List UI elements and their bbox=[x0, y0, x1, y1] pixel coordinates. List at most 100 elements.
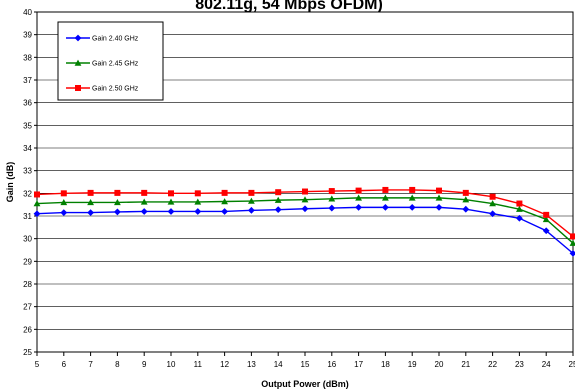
data-point bbox=[221, 189, 228, 196]
y-tick-label: 38 bbox=[23, 53, 32, 62]
data-point bbox=[516, 205, 523, 212]
data-point bbox=[274, 206, 282, 214]
data-point bbox=[542, 216, 550, 223]
x-tick-label: 13 bbox=[247, 360, 256, 369]
x-tick-label: 6 bbox=[62, 360, 67, 369]
x-tick-label: 24 bbox=[542, 360, 551, 369]
x-axis: 5 6 7 8 9 10 11 12 13 14 15 16 17 18 19 20 21 22 23 24 25 bbox=[35, 352, 575, 369]
data-point bbox=[382, 186, 389, 193]
data-point bbox=[516, 214, 523, 222]
legend-item: Gain 2.40 GHz bbox=[66, 34, 139, 43]
data-point bbox=[140, 198, 148, 205]
data-point bbox=[569, 250, 575, 257]
data-point bbox=[408, 203, 416, 211]
data-point bbox=[569, 239, 575, 246]
y-tick-label: 32 bbox=[23, 189, 32, 198]
y-tick-label: 26 bbox=[23, 325, 32, 334]
y-tick-label: 37 bbox=[23, 76, 32, 85]
data-point bbox=[409, 186, 416, 193]
data-point bbox=[570, 233, 575, 240]
data-point bbox=[114, 189, 121, 196]
data-point bbox=[542, 227, 550, 235]
data-point bbox=[382, 194, 389, 201]
y-axis-title: Gain (dB) bbox=[5, 162, 15, 203]
data-point bbox=[194, 190, 201, 197]
y-tick-label: 39 bbox=[23, 31, 32, 40]
data-point bbox=[489, 210, 496, 218]
x-tick-label: 14 bbox=[274, 360, 283, 369]
data-point bbox=[33, 200, 41, 207]
data-point bbox=[168, 190, 174, 197]
data-point bbox=[114, 208, 121, 216]
x-tick-label: 11 bbox=[194, 360, 203, 369]
y-axis: 25 26 27 28 29 30 31 32 33 34 35 36 37 38 39 40 bbox=[23, 8, 37, 357]
x-tick-label: 5 bbox=[35, 360, 40, 369]
x-tick-label: 12 bbox=[220, 360, 229, 369]
data-point bbox=[328, 188, 335, 195]
series-layer bbox=[33, 186, 575, 257]
x-axis-title: Output Power (dBm) bbox=[261, 379, 349, 389]
data-point bbox=[436, 187, 442, 194]
x-tick-label: 19 bbox=[408, 360, 417, 369]
data-point bbox=[489, 193, 496, 200]
data-point bbox=[221, 198, 228, 205]
data-point bbox=[274, 196, 282, 203]
chart-title: 802.11g, 54 Mbps OFDM) bbox=[195, 0, 383, 13]
data-point bbox=[301, 196, 309, 203]
data-point bbox=[87, 189, 94, 196]
data-point bbox=[34, 191, 40, 198]
x-tick-label: 22 bbox=[488, 360, 497, 369]
x-tick-label: 23 bbox=[515, 360, 524, 369]
grid bbox=[37, 11, 573, 353]
series-0 bbox=[33, 203, 575, 257]
legend: Gain 2.40 GHz Gain 2.45 GHz Gain 2.50 GHz bbox=[57, 21, 164, 101]
data-point bbox=[248, 206, 255, 214]
data-point bbox=[489, 200, 496, 207]
data-point bbox=[60, 209, 68, 216]
data-point bbox=[87, 199, 94, 206]
data-point bbox=[194, 198, 202, 205]
legend-label: Gain 2.40 GHz bbox=[92, 36, 139, 43]
x-tick-label: 17 bbox=[354, 360, 363, 369]
x-tick-label: 15 bbox=[301, 360, 310, 369]
legend-item: Gain 2.50 GHz bbox=[66, 85, 139, 93]
data-point bbox=[248, 197, 255, 204]
x-tick-label: 8 bbox=[115, 360, 120, 369]
x-tick-label: 9 bbox=[142, 360, 147, 369]
data-point bbox=[328, 195, 336, 202]
data-point bbox=[221, 208, 228, 215]
data-point bbox=[355, 203, 362, 211]
x-tick-label: 10 bbox=[167, 360, 176, 369]
y-tick-label: 40 bbox=[23, 8, 32, 17]
data-point bbox=[275, 189, 282, 196]
data-point bbox=[516, 200, 523, 207]
data-point bbox=[141, 189, 148, 196]
data-point bbox=[435, 194, 443, 201]
data-point bbox=[248, 189, 255, 196]
x-tick-label: 7 bbox=[88, 360, 93, 369]
legend-marker bbox=[75, 85, 81, 91]
data-point bbox=[382, 203, 389, 211]
x-tick-label: 25 bbox=[569, 360, 575, 369]
data-point bbox=[167, 198, 175, 205]
data-point bbox=[408, 194, 416, 201]
legend-marker bbox=[74, 59, 82, 66]
data-point bbox=[87, 209, 94, 216]
x-tick-label: 20 bbox=[435, 360, 444, 369]
y-tick-label: 33 bbox=[23, 167, 32, 176]
legend-marker bbox=[74, 34, 82, 42]
y-tick-label: 27 bbox=[23, 303, 32, 312]
data-point bbox=[194, 208, 202, 215]
legend-label: Gain 2.45 GHz bbox=[92, 61, 139, 68]
data-point bbox=[60, 199, 68, 206]
y-tick-label: 34 bbox=[23, 144, 32, 153]
data-point bbox=[355, 187, 362, 194]
x-tick-label: 18 bbox=[381, 360, 390, 369]
data-point bbox=[114, 199, 121, 206]
data-point bbox=[140, 208, 148, 215]
data-point bbox=[462, 196, 470, 203]
data-point bbox=[543, 211, 550, 218]
data-point bbox=[167, 208, 175, 215]
data-point bbox=[435, 203, 443, 211]
